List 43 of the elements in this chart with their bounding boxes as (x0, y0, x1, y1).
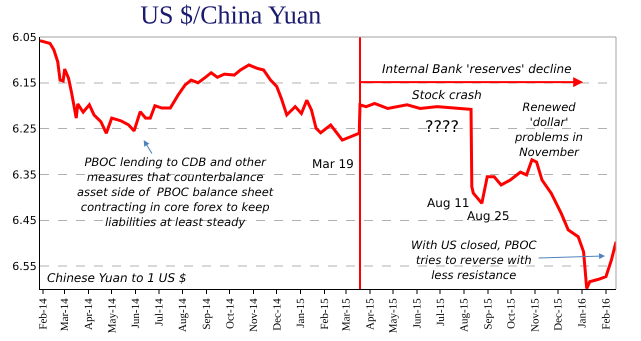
x-tick-label: Dec-14 (271, 298, 284, 331)
x-tick-label: Jun-15 (412, 298, 424, 328)
x-tick-label: Sep-14 (201, 298, 214, 330)
x-tick-label: Jul-15 (434, 298, 447, 326)
y-tick-label: 6.45 (12, 214, 37, 228)
x-tick-label: Mar-15 (340, 298, 353, 332)
x-tick-label: Mar-14 (59, 298, 72, 332)
annotation: Renewed 'dollar' problems in November (514, 100, 583, 159)
y-tick-label: 6.05 (12, 30, 37, 44)
x-tick-label: Feb-14 (38, 298, 50, 330)
line-series (40, 39, 616, 289)
x-tick-label: Apr-14 (83, 298, 96, 330)
x-tick-label: Feb-15 (319, 298, 332, 330)
x-tick-label: Jun-14 (130, 298, 142, 328)
x-tick-label: Apr-15 (364, 298, 377, 330)
x-tick-label: May-15 (388, 298, 400, 334)
x-tick-label: Nov-14 (248, 298, 260, 332)
annotation: ???? (425, 117, 459, 136)
y-tick-label: 6.25 (12, 122, 37, 136)
annotation: Chinese Yuan to 1 US $ (47, 271, 187, 285)
x-tick-label: Aug-14 (177, 298, 190, 332)
x-tick-label: Oct-14 (224, 298, 236, 329)
y-tick-label: 6.35 (12, 168, 37, 182)
annotation: PBOC lending to CDB and other measures that counterbalance asset side of PBOC balance sheet contracting in core forex to keep liabilities at least steady (77, 155, 274, 229)
chart-title: US $/China Yuan (140, 0, 322, 30)
annotation: Aug 11 (427, 196, 470, 210)
x-tick-label: Oct-15 (506, 298, 518, 329)
y-tick-label: 6.15 (12, 76, 37, 90)
annotation: Internal Bank 'reserves' decline (382, 62, 572, 76)
x-tick-label: May-14 (106, 298, 118, 334)
annotation: Stock crash (412, 88, 482, 102)
annotation: With US closed, PBOC tries to reverse with less resistance (411, 238, 537, 282)
x-tick-label: Jan-15 (295, 298, 308, 328)
y-tick-label: 6.55 (12, 260, 37, 273)
x-tick-label: Jan-16 (576, 298, 589, 328)
x-tick-label: Sep-15 (482, 298, 495, 330)
annotation: Mar 19 (312, 157, 354, 171)
x-tick-label: Nov-15 (530, 298, 542, 332)
x-tick-label: Dec-15 (552, 298, 565, 331)
x-tick-label: Jul-14 (153, 298, 166, 326)
x-tick-label: Aug-15 (458, 298, 471, 332)
x-tick-label: Feb-16 (600, 298, 613, 330)
annotation: Aug 25 (467, 209, 510, 223)
